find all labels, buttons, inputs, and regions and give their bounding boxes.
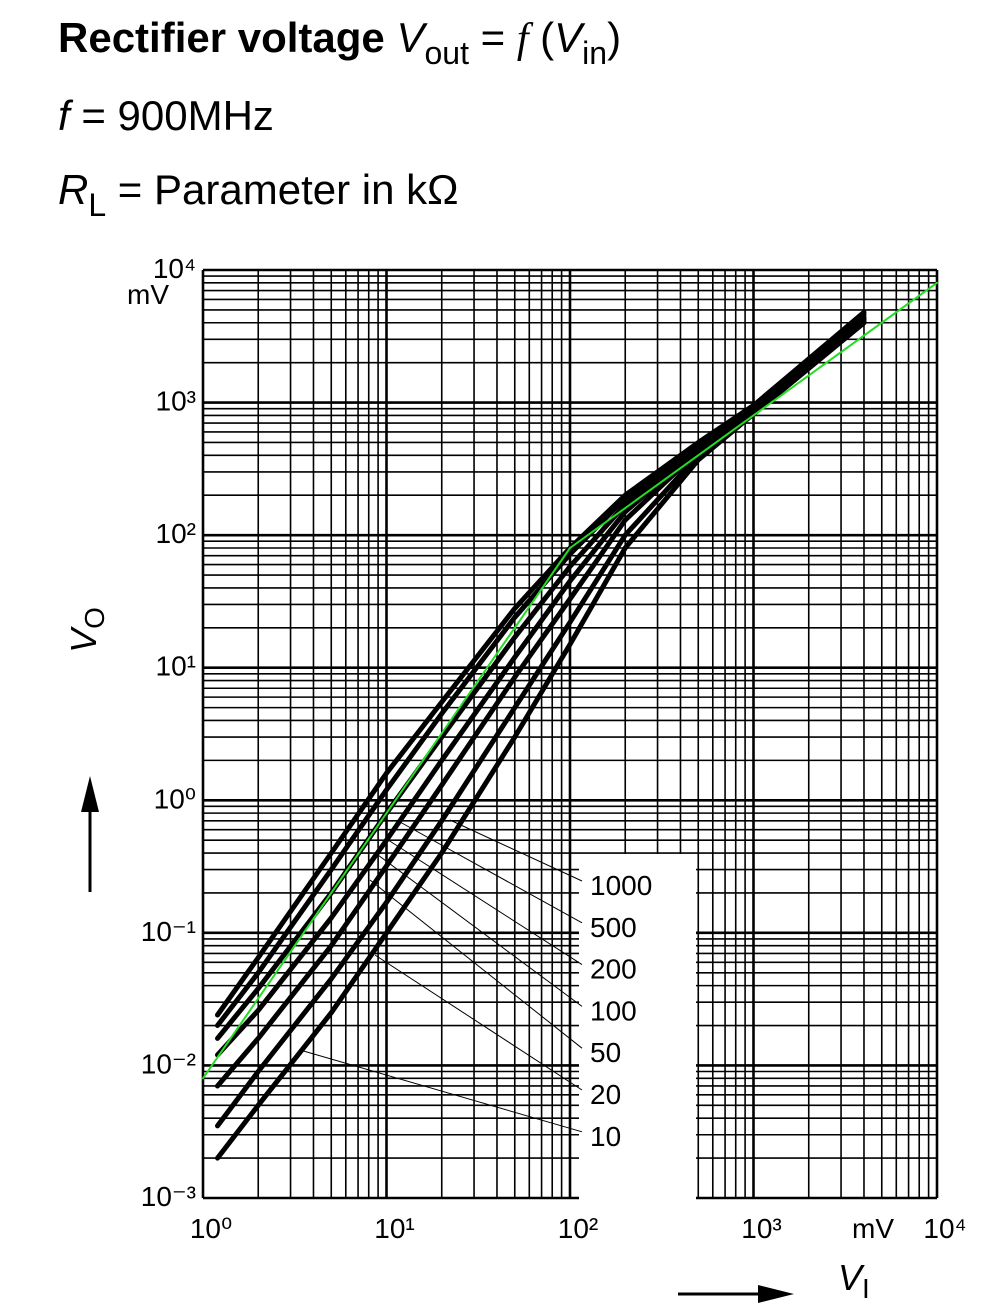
y-tick-label: 10⁴ — [153, 253, 196, 284]
curve — [215, 320, 867, 1161]
subtitle: f = 900MHz — [58, 92, 274, 140]
y-axis-label: VO — [63, 607, 110, 653]
parameter-subscript: L — [88, 187, 107, 223]
leader-line — [299, 1049, 583, 1133]
x-tick-label: 10⁴ — [923, 1213, 966, 1244]
y-arrow-head — [81, 776, 99, 812]
title-text: Rectifier voltage — [58, 14, 397, 61]
y-label-subscript: O — [79, 607, 110, 629]
subtitle-symbol: f — [58, 92, 70, 139]
parameter-symbol: R — [58, 166, 89, 213]
title-text: ( — [528, 14, 555, 61]
x-tick-label: 10² — [558, 1213, 598, 1244]
x-unit: mV — [852, 1213, 894, 1244]
x-label-symbol: V — [838, 1257, 865, 1298]
leader-line — [449, 819, 583, 882]
x-axis-label: VI — [838, 1257, 870, 1304]
curve-label: 500 — [590, 912, 637, 943]
x-arrow-head — [758, 1285, 794, 1303]
curve-label: 1000 — [590, 870, 652, 901]
curve — [215, 316, 867, 1058]
title-text: ) — [607, 14, 622, 61]
y-tick-label: 10⁻¹ — [141, 916, 196, 947]
parameter-text: = Parameter in kΩ — [106, 166, 459, 213]
x-tick-label: 10¹ — [374, 1213, 414, 1244]
title-symbol: f — [516, 16, 529, 62]
y-tick-label: 10² — [156, 518, 196, 549]
y-label-symbol: V — [63, 626, 104, 653]
x-label-subscript: I — [862, 1273, 870, 1304]
parameter-note: RL = Parameter in kΩ — [58, 166, 459, 223]
title-text: = — [468, 14, 517, 61]
leader-line — [377, 854, 583, 1007]
y-tick-label: 10⁰ — [154, 783, 196, 814]
curve-label: 10 — [590, 1121, 621, 1152]
reference-line — [202, 281, 938, 1080]
y-tick-label: 10⁻³ — [141, 1181, 196, 1212]
curve-label: 20 — [590, 1079, 621, 1110]
y-unit: mV — [127, 279, 169, 310]
y-tick-label: 10³ — [156, 386, 196, 417]
title-subscript: in — [582, 35, 608, 71]
chart-title: Rectifier voltage Vout = f (Vin) — [58, 14, 622, 71]
curve-label: 200 — [590, 954, 637, 985]
curve — [215, 314, 867, 1041]
x-tick-label: 10³ — [741, 1213, 781, 1244]
curve-label: 50 — [590, 1037, 621, 1068]
title-symbol: V — [396, 14, 425, 61]
curve — [215, 317, 867, 1089]
title-symbol: V — [554, 14, 583, 61]
y-tick-label: 10¹ — [156, 651, 196, 682]
title-subscript: out — [424, 35, 469, 71]
label-panel — [579, 854, 696, 1200]
x-tick-label: 10⁰ — [190, 1213, 232, 1244]
leader-line — [374, 954, 583, 1091]
curve-label: 100 — [590, 995, 637, 1026]
subtitle-text: = 900MHz — [69, 92, 274, 139]
y-tick-label: 10⁻² — [141, 1048, 196, 1079]
